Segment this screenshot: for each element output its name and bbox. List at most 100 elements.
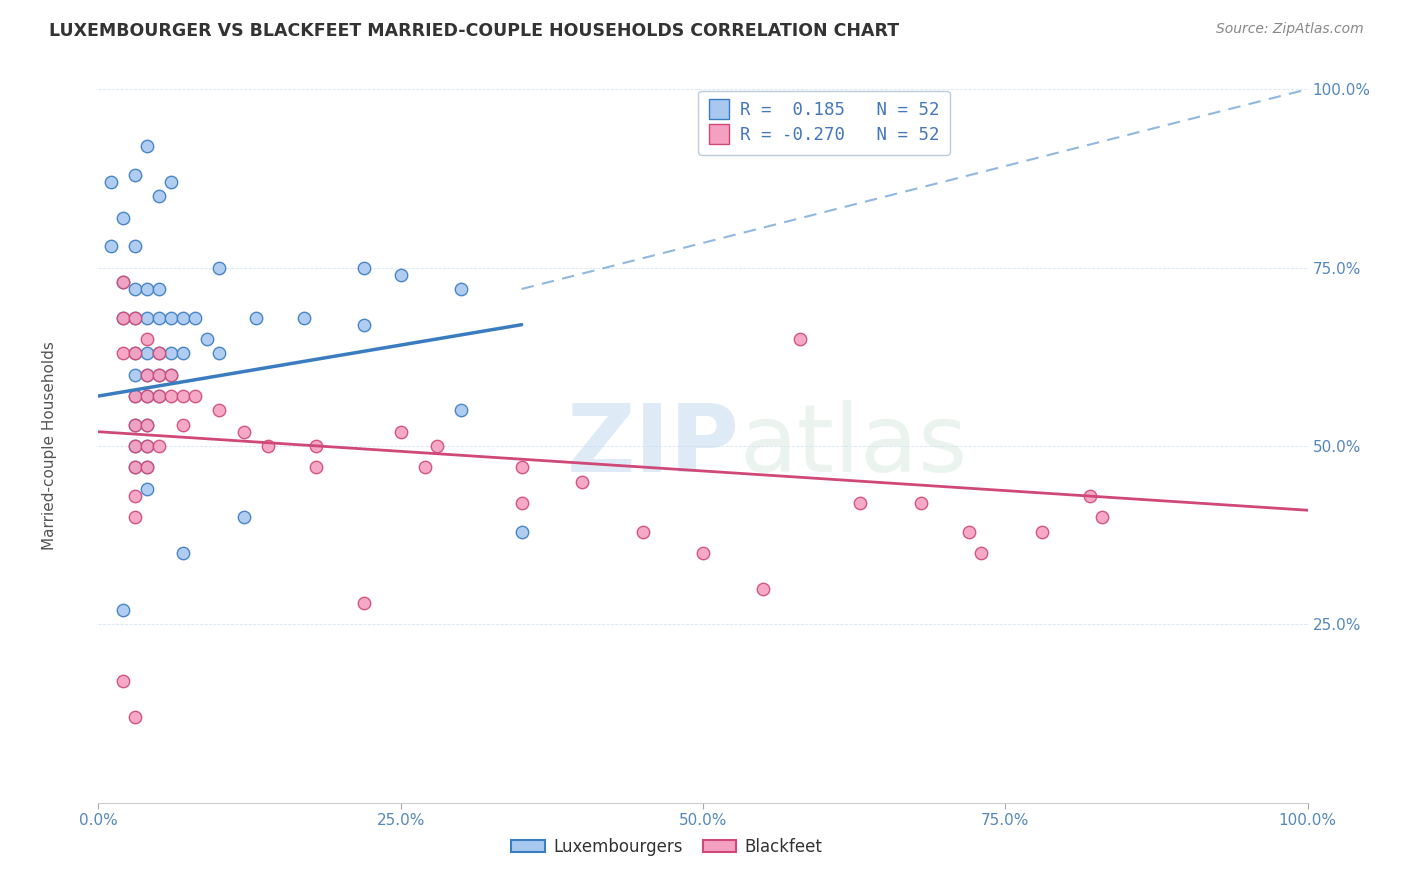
Point — [124, 168, 146, 182]
Point — [160, 175, 183, 189]
Point — [160, 389, 183, 403]
Point — [148, 346, 170, 360]
Point — [172, 417, 194, 432]
Point — [752, 582, 775, 596]
Point — [124, 389, 146, 403]
Point — [245, 310, 267, 325]
Point — [426, 439, 449, 453]
Text: atlas: atlas — [740, 400, 967, 492]
Point — [232, 510, 254, 524]
Point — [111, 275, 134, 289]
Point — [124, 460, 146, 475]
Point — [111, 211, 134, 225]
Point — [124, 417, 146, 432]
Point — [208, 346, 231, 360]
Point — [135, 460, 157, 475]
Point — [208, 403, 231, 417]
Point — [957, 524, 980, 539]
Point — [160, 346, 183, 360]
Point — [124, 346, 146, 360]
Point — [148, 346, 170, 360]
Point — [100, 239, 122, 253]
Point — [172, 310, 194, 325]
Point — [135, 417, 157, 432]
Point — [1031, 524, 1053, 539]
Point — [256, 439, 278, 453]
Point — [111, 275, 134, 289]
Text: LUXEMBOURGER VS BLACKFEET MARRIED-COUPLE HOUSEHOLDS CORRELATION CHART: LUXEMBOURGER VS BLACKFEET MARRIED-COUPLE… — [49, 22, 900, 40]
Point — [111, 310, 134, 325]
Point — [111, 346, 134, 360]
Point — [172, 346, 194, 360]
Point — [413, 460, 436, 475]
Point — [100, 175, 122, 189]
Point — [135, 368, 157, 382]
Point — [135, 310, 157, 325]
Point — [124, 239, 146, 253]
Point — [160, 310, 183, 325]
Point — [135, 439, 157, 453]
Point — [135, 439, 157, 453]
Point — [389, 425, 412, 439]
Point — [510, 496, 533, 510]
Point — [450, 403, 472, 417]
Point — [160, 368, 183, 382]
Point — [172, 389, 194, 403]
Point — [124, 510, 146, 524]
Point — [195, 332, 218, 346]
Point — [135, 332, 157, 346]
Text: Source: ZipAtlas.com: Source: ZipAtlas.com — [1216, 22, 1364, 37]
Point — [111, 310, 134, 325]
Y-axis label: Married-couple Households: Married-couple Households — [42, 342, 56, 550]
Point — [571, 475, 593, 489]
Point — [135, 389, 157, 403]
Point — [135, 368, 157, 382]
Point — [510, 460, 533, 475]
Text: ZIP: ZIP — [567, 400, 740, 492]
Point — [148, 389, 170, 403]
Point — [692, 546, 714, 560]
Point — [305, 439, 328, 453]
Point — [135, 482, 157, 496]
Point — [172, 546, 194, 560]
Point — [135, 389, 157, 403]
Point — [135, 460, 157, 475]
Point — [135, 139, 157, 153]
Point — [135, 417, 157, 432]
Point — [389, 268, 412, 282]
Point — [849, 496, 872, 510]
Point — [160, 368, 183, 382]
Point — [450, 282, 472, 296]
Point — [124, 389, 146, 403]
Point — [111, 674, 134, 689]
Point — [510, 524, 533, 539]
Point — [124, 346, 146, 360]
Point — [124, 710, 146, 724]
Point — [124, 282, 146, 296]
Point — [305, 460, 328, 475]
Point — [970, 546, 993, 560]
Point — [184, 389, 207, 403]
Point — [148, 439, 170, 453]
Point — [135, 282, 157, 296]
Point — [124, 460, 146, 475]
Point — [124, 439, 146, 453]
Point — [292, 310, 315, 325]
Point — [135, 346, 157, 360]
Point — [1078, 489, 1101, 503]
Point — [232, 425, 254, 439]
Point — [111, 603, 134, 617]
Point — [353, 260, 375, 275]
Legend: Luxembourgers, Blackfeet: Luxembourgers, Blackfeet — [505, 831, 828, 863]
Point — [184, 310, 207, 325]
Point — [124, 310, 146, 325]
Point — [789, 332, 811, 346]
Point — [148, 282, 170, 296]
Point — [631, 524, 654, 539]
Point — [148, 310, 170, 325]
Point — [1091, 510, 1114, 524]
Point — [148, 389, 170, 403]
Point — [124, 417, 146, 432]
Point — [124, 368, 146, 382]
Point — [148, 368, 170, 382]
